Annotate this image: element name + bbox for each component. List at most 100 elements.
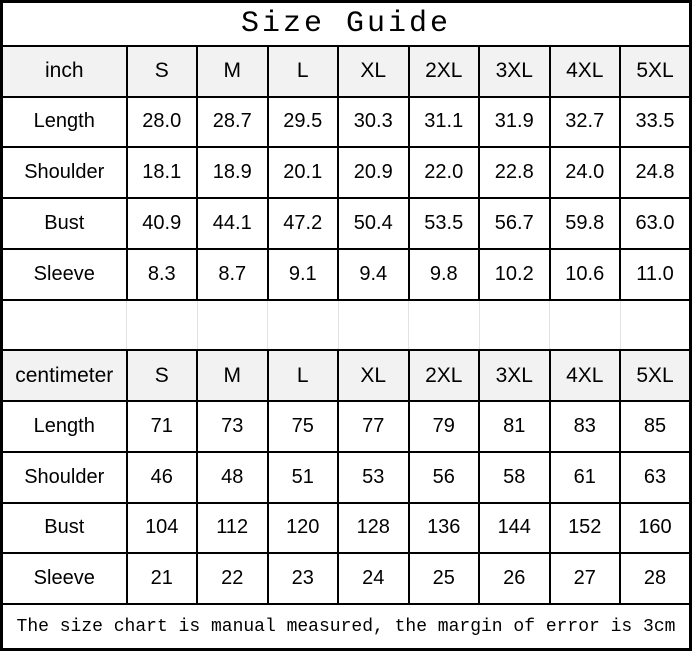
size-value-cell: 56 [407,450,480,504]
size-value-cell: 27 [548,552,621,606]
unit-header-centimeter: centimeter [0,349,128,403]
spacer-cell [196,298,268,352]
spacer-cell [1,298,127,352]
size-header-3xl: 3XL [478,349,551,403]
size-value-cell: 59.8 [548,197,621,250]
size-value-cell: 61 [548,450,621,504]
size-value-cell: 46 [125,450,198,504]
size-value-cell: 152 [548,501,621,555]
size-value-cell: 22.0 [407,146,480,200]
size-value-cell: 56.7 [478,197,551,250]
size-value-cell: 48 [196,450,269,504]
size-header-m: M [196,44,269,98]
unit-header-inch: inch [0,44,128,98]
size-value-cell: 28.7 [196,95,269,149]
size-value-cell: 73 [196,400,269,453]
size-value-cell: 63 [619,450,692,504]
size-value-cell: 128 [337,501,410,555]
size-value-cell: 112 [196,501,269,555]
size-value-cell: 9.4 [337,247,410,301]
measurement-label: Length [0,95,128,149]
inch-shoulder-row: Shoulder 18.1 18.9 20.1 20.9 22.0 22.8 2… [0,146,692,200]
size-header-l: L [266,349,339,403]
size-value-cell: 28 [619,552,692,606]
measurement-label: Shoulder [0,450,128,504]
cm-sleeve-row: Sleeve 21 22 23 24 25 26 27 28 [0,552,692,606]
size-value-cell: 32.7 [548,95,621,149]
cm-bust-row: Bust 104 112 120 128 136 144 152 160 [0,501,692,555]
inch-length-row: Length 28.0 28.7 29.5 30.3 31.1 31.9 32.… [0,95,692,149]
size-header-s: S [125,44,198,98]
spacer-cell [549,298,621,352]
size-header-xl: XL [337,349,410,403]
size-value-cell: 85 [619,400,692,453]
size-value-cell: 18.9 [196,146,269,200]
size-header-m: M [196,349,269,403]
size-header-s: S [125,349,198,403]
size-value-cell: 8.3 [125,247,198,301]
size-value-cell: 22.8 [478,146,551,200]
size-value-cell: 40.9 [125,197,198,250]
size-value-cell: 30.3 [337,95,410,149]
spacer-cell [478,298,550,352]
size-value-cell: 31.9 [478,95,551,149]
measurement-label: Length [0,400,128,453]
size-value-cell: 24.8 [619,146,692,200]
cm-shoulder-row: Shoulder 46 48 51 53 56 58 61 63 [0,450,692,504]
size-value-cell: 47.2 [266,197,339,250]
measurement-label: Sleeve [0,247,128,301]
size-value-cell: 50.4 [337,197,410,250]
size-value-cell: 160 [619,501,692,555]
size-value-cell: 33.5 [619,95,692,149]
spacer-cell [408,298,480,352]
measurement-label: Bust [0,197,128,250]
size-header-2xl: 2XL [407,349,480,403]
footer-row: The size chart is manual measured, the m… [0,603,692,651]
size-value-cell: 10.2 [478,247,551,301]
footer-note: The size chart is manual measured, the m… [0,603,692,651]
size-value-cell: 58 [478,450,551,504]
centimeter-header-row: centimeter S M L XL 2XL 3XL 4XL 5XL [0,349,692,403]
size-value-cell: 51 [266,450,339,504]
size-header-3xl: 3XL [478,44,551,98]
size-header-2xl: 2XL [407,44,480,98]
measurement-label: Shoulder [0,146,128,200]
size-value-cell: 10.6 [548,247,621,301]
size-value-cell: 22 [196,552,269,606]
measurement-label: Bust [0,501,128,555]
size-value-cell: 136 [407,501,480,555]
size-header-4xl: 4XL [548,44,621,98]
size-value-cell: 29.5 [266,95,339,149]
size-value-cell: 25 [407,552,480,606]
size-value-cell: 20.9 [337,146,410,200]
size-value-cell: 9.1 [266,247,339,301]
size-value-cell: 144 [478,501,551,555]
size-value-cell: 81 [478,400,551,453]
size-value-cell: 24.0 [548,146,621,200]
size-value-cell: 120 [266,501,339,555]
cm-length-row: Length 71 73 75 77 79 81 83 85 [0,400,692,453]
inch-header-row: inch S M L XL 2XL 3XL 4XL 5XL [0,44,692,98]
size-value-cell: 44.1 [196,197,269,250]
size-header-5xl: 5XL [619,44,692,98]
size-value-cell: 26 [478,552,551,606]
size-value-cell: 71 [125,400,198,453]
size-value-cell: 79 [407,400,480,453]
size-value-cell: 31.1 [407,95,480,149]
size-value-cell: 21 [125,552,198,606]
size-header-xl: XL [337,44,410,98]
size-value-cell: 18.1 [125,146,198,200]
size-value-cell: 53.5 [407,197,480,250]
size-header-l: L [266,44,339,98]
size-value-cell: 9.8 [407,247,480,301]
inch-bust-row: Bust 40.9 44.1 47.2 50.4 53.5 56.7 59.8 … [0,197,692,250]
size-value-cell: 63.0 [619,197,692,250]
size-value-cell: 20.1 [266,146,339,200]
spacer-cell [337,298,409,352]
spacer-cell [619,298,691,352]
size-value-cell: 28.0 [125,95,198,149]
size-value-cell: 83 [548,400,621,453]
size-value-cell: 75 [266,400,339,453]
size-value-cell: 53 [337,450,410,504]
